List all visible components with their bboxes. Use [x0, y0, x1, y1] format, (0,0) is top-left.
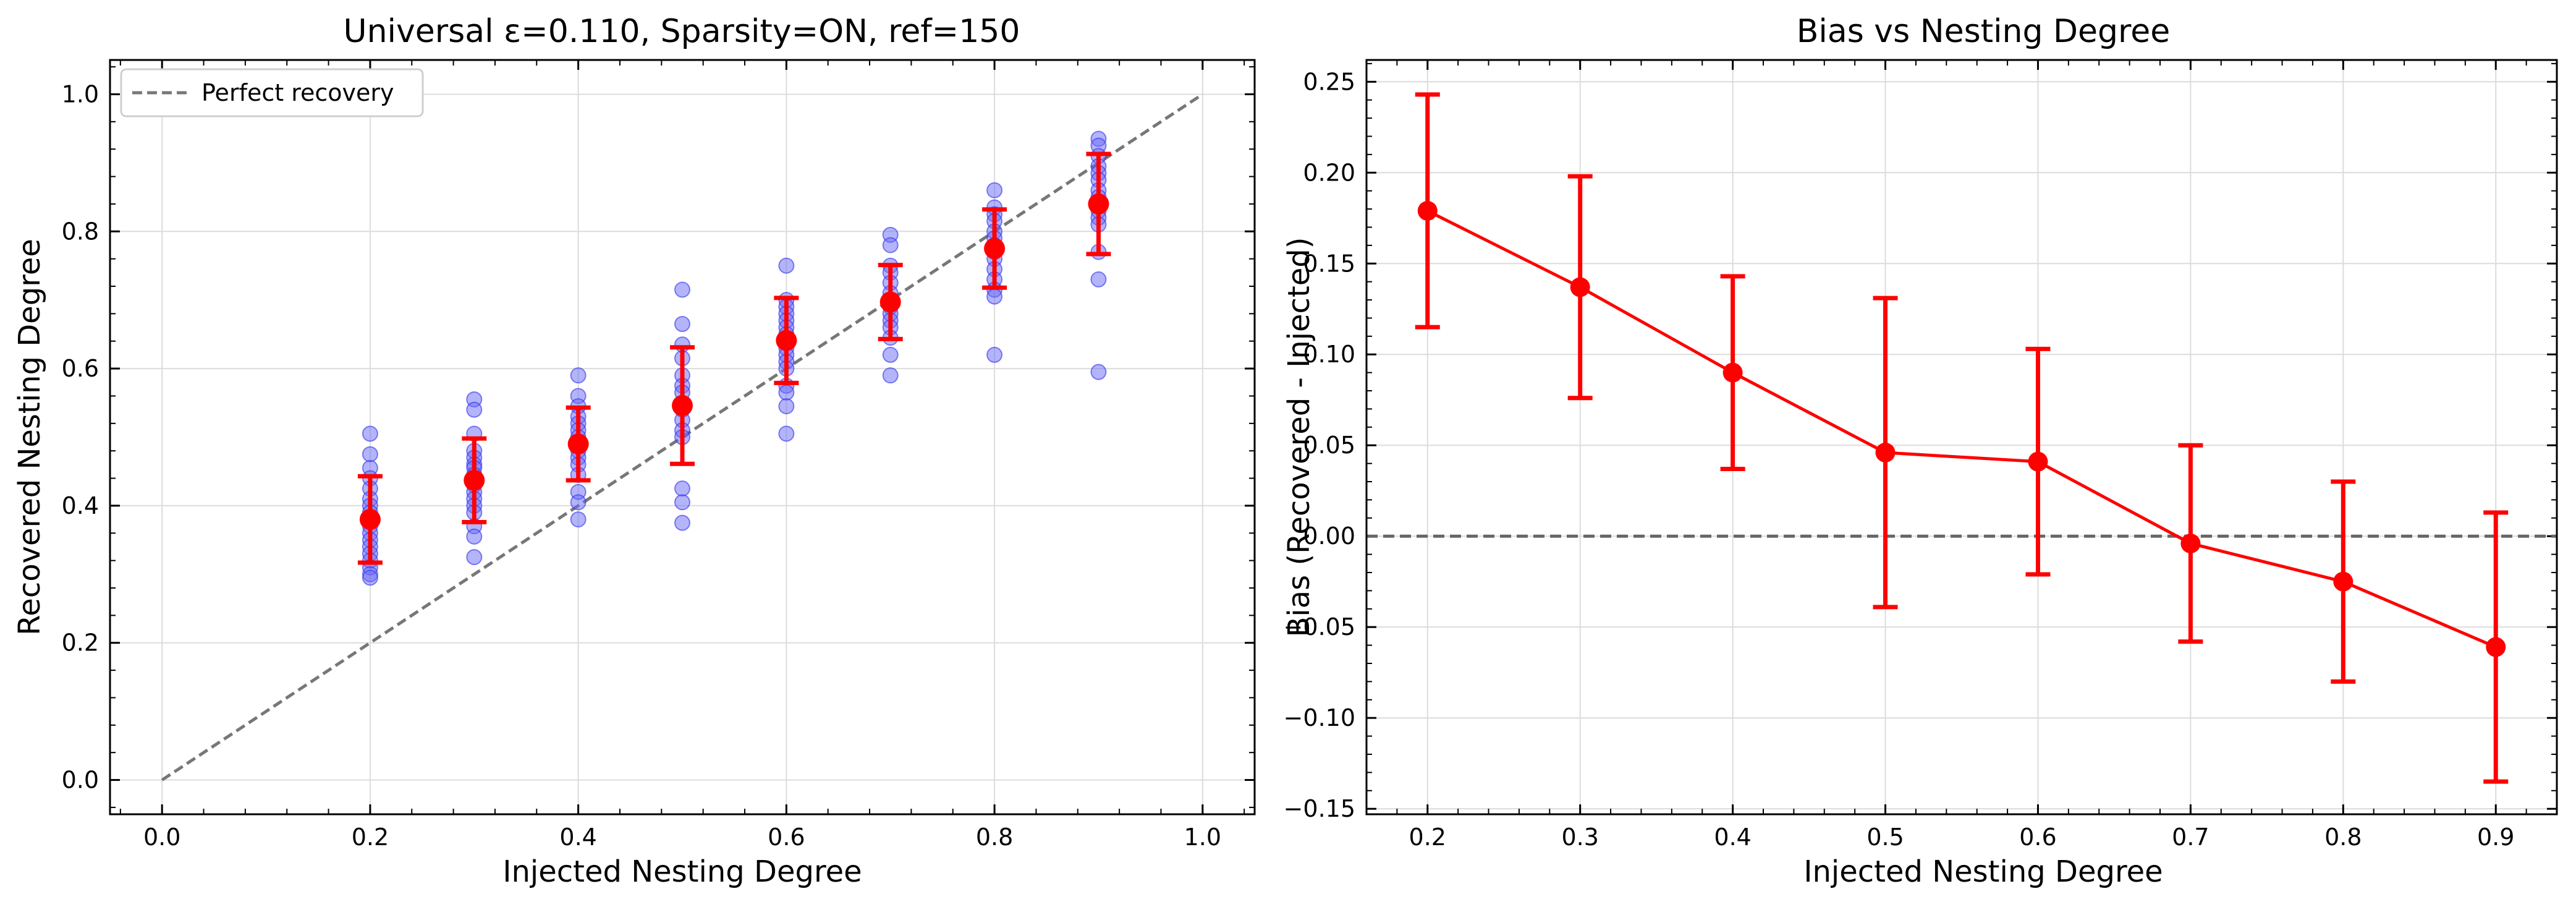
right-y-tick-label: 0.25 — [1303, 68, 1355, 95]
trial-point — [362, 446, 378, 462]
trial-point — [986, 288, 1003, 305]
right-y-tick-label: 0.05 — [1303, 432, 1355, 459]
left-x-axis-label: Injected Nesting Degree — [502, 854, 862, 889]
right-y-tick-label: 0.00 — [1303, 522, 1355, 550]
trial-point — [778, 384, 795, 401]
legend-frame — [120, 68, 424, 117]
right-y-tick-label: 0.10 — [1303, 341, 1355, 368]
left-legend: Perfect recovery — [120, 68, 424, 117]
left-x-tick-label: 0.6 — [768, 824, 805, 851]
trial-point — [466, 549, 483, 566]
left-axes-frame — [109, 59, 1256, 815]
left-y-tick-label: 0.8 — [62, 218, 99, 245]
trial-point — [362, 569, 378, 586]
trial-point — [466, 528, 483, 545]
right-axes-frame — [1365, 59, 2558, 815]
left-x-tick-label: 0.0 — [143, 824, 180, 851]
recovery-scatter-panel: Universal ε=0.110, Sparsity=ON, ref=150 … — [12, 13, 1256, 889]
bias-point — [2028, 451, 2048, 472]
mean-point — [1088, 193, 1109, 215]
bias-point — [1417, 201, 1438, 221]
mean-point — [984, 238, 1006, 259]
trial-point — [986, 346, 1003, 363]
left-axis-ticks: 0.0 0.2 0.4 0.6 0.8 1.0 0.0 0.2 0.4 0.6 0.8 1.0 — [62, 60, 1255, 851]
bias-point — [2180, 533, 2201, 553]
trial-point — [362, 425, 378, 442]
bias-point — [1722, 362, 1743, 383]
trial-point — [882, 346, 899, 363]
mean-point — [464, 469, 485, 491]
bias-point — [1875, 442, 1896, 462]
trial-point — [1090, 271, 1107, 287]
bias-panel: Bias vs Nesting Degree 0.2 0.3 0.4 0.5 0.6 0.… — [1282, 13, 2558, 889]
right-axis-ticks: 0.2 0.3 0.4 0.5 0.6 0.7 0.8 0.9 −0.15 −0.10 −0.05 0… — [1284, 60, 2557, 851]
left-y-axis-label: Recovered Nesting Degree — [12, 239, 47, 636]
right-y-axis-label: Bias (Recovered - Injected) — [1282, 237, 1316, 637]
right-x-tick-label: 0.9 — [2477, 824, 2514, 851]
right-x-tick-label: 0.5 — [1866, 824, 1904, 851]
right-x-tick-label: 0.2 — [1409, 824, 1446, 851]
mean-point — [359, 509, 381, 530]
left-mean-markers — [357, 151, 1111, 565]
left-y-tick-label: 0.6 — [62, 355, 99, 382]
trial-point — [882, 367, 899, 384]
trial-point — [986, 182, 1003, 198]
right-y-tick-label: 0.15 — [1303, 250, 1355, 277]
left-x-tick-label: 0.8 — [976, 824, 1013, 851]
right-x-tick-label: 0.4 — [1714, 824, 1751, 851]
trial-point — [778, 398, 795, 415]
mean-point — [567, 433, 589, 455]
right-y-tick-label: −0.15 — [1284, 795, 1355, 822]
right-y-tick-label: −0.10 — [1284, 704, 1355, 731]
trial-point — [570, 367, 587, 384]
left-chart-title: Universal ε=0.110, Sparsity=ON, ref=150 — [344, 13, 1020, 50]
mean-point — [776, 330, 797, 351]
right-x-tick-label: 0.3 — [1561, 824, 1598, 851]
legend-perfect-recovery-label: Perfect recovery — [201, 79, 394, 106]
trial-point — [570, 511, 587, 528]
trial-point — [466, 401, 483, 418]
left-y-tick-label: 1.0 — [62, 80, 99, 108]
trial-point — [674, 316, 690, 332]
left-x-tick-label: 0.4 — [559, 824, 596, 851]
right-x-tick-label: 0.7 — [2172, 824, 2209, 851]
left-x-tick-label: 0.2 — [352, 824, 389, 851]
trial-point — [778, 425, 795, 442]
bias-point — [1570, 277, 1590, 297]
trial-point — [882, 237, 899, 253]
trial-point — [674, 480, 690, 497]
mean-point — [879, 291, 901, 313]
trial-point — [1090, 364, 1107, 380]
left-x-tick-label: 1.0 — [1184, 824, 1221, 851]
trial-point — [778, 257, 795, 274]
right-y-tick-label: 0.20 — [1303, 159, 1355, 186]
trial-point — [674, 494, 690, 511]
trial-point — [674, 281, 690, 298]
trial-point — [674, 514, 690, 531]
left-y-tick-label: 0.0 — [62, 767, 99, 794]
left-y-tick-label: 0.2 — [62, 629, 99, 657]
mean-point — [672, 394, 693, 416]
right-x-axis-label: Injected Nesting Degree — [1803, 854, 2163, 889]
right-x-tick-label: 0.8 — [2324, 824, 2362, 851]
right-y-tick-label: −0.05 — [1284, 613, 1355, 641]
bias-line — [1426, 209, 2497, 649]
bias-point — [2486, 637, 2506, 657]
bias-point — [2333, 571, 2354, 592]
trial-point — [570, 494, 587, 511]
right-gridlines — [1366, 60, 2557, 814]
right-chart-title: Bias vs Nesting Degree — [1797, 13, 2171, 50]
left-y-tick-label: 0.4 — [62, 492, 99, 519]
right-x-tick-label: 0.6 — [2019, 824, 2056, 851]
right-bias-series — [1415, 92, 2509, 784]
